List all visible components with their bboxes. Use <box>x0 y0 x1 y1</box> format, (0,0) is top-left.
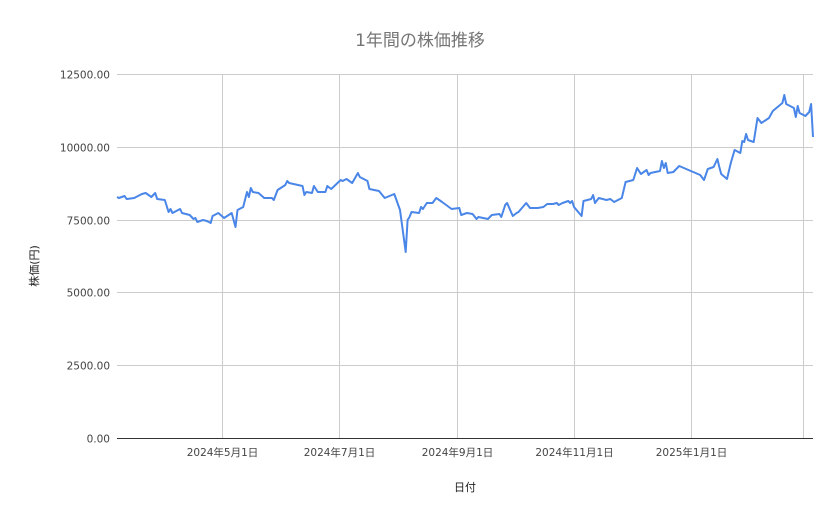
gridlines <box>117 74 813 438</box>
y-tick-label: 7500.00 <box>67 216 110 228</box>
y-tick-label: 5000.00 <box>67 288 110 300</box>
x-tick-label: 2024年9月1日 <box>422 446 494 459</box>
x-axis-ticks: 2024年5月1日 2024年7月1日 2024年9月1日 2024年11月1日 202… <box>187 446 728 459</box>
y-tick-label: 12500.00 <box>60 70 110 82</box>
x-tick-label: 2024年7月1日 <box>304 446 376 459</box>
x-axis-title: 日付 <box>454 481 476 494</box>
x-tick-label: 2024年11月1日 <box>535 446 613 459</box>
chart-title: 1年間の株価推移 <box>355 31 485 51</box>
x-tick-label: 2024年5月1日 <box>187 446 259 459</box>
y-axis-title: 株価(円) <box>27 245 41 287</box>
y-tick-label: 0.00 <box>87 434 110 446</box>
y-axis-ticks: 0.00 2500.00 5000.00 7500.00 10000.00 12500.0… <box>60 70 110 446</box>
y-tick-label: 2500.00 <box>67 361 110 373</box>
series-line <box>116 94 814 253</box>
x-tick-label: 2025年1月1日 <box>656 446 728 459</box>
y-tick-label: 10000.00 <box>60 143 110 155</box>
